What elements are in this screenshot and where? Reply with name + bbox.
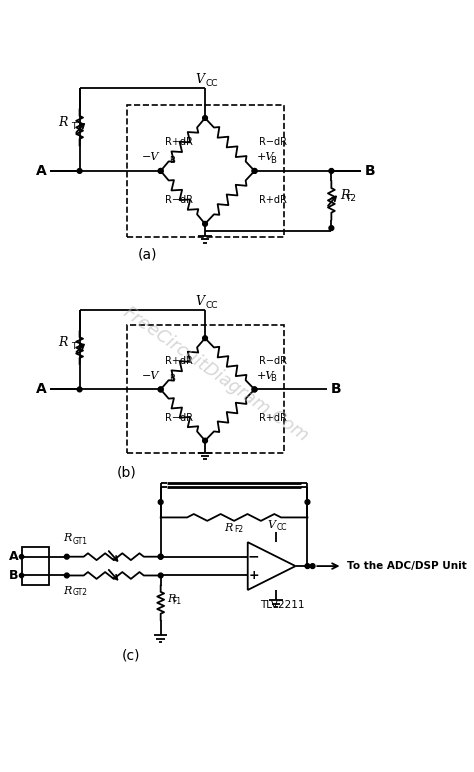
Text: B: B (330, 382, 341, 396)
Circle shape (252, 168, 257, 173)
Circle shape (158, 168, 163, 173)
Circle shape (158, 554, 163, 559)
Bar (127, 105, 284, 237)
Circle shape (203, 222, 208, 226)
Text: R: R (167, 594, 176, 604)
Text: −V: −V (142, 371, 159, 381)
Text: B: B (365, 164, 375, 178)
Text: B: B (270, 156, 276, 165)
Circle shape (305, 564, 310, 568)
Text: −: − (248, 550, 259, 564)
Text: +: + (248, 569, 259, 582)
Circle shape (64, 554, 69, 559)
Text: +V: +V (257, 371, 274, 381)
Text: +V: +V (257, 152, 274, 162)
Text: R+dR: R+dR (259, 195, 287, 205)
Circle shape (77, 168, 82, 173)
Circle shape (158, 168, 163, 173)
Text: GT2: GT2 (73, 588, 88, 598)
Circle shape (252, 168, 257, 173)
Text: (c): (c) (121, 649, 140, 663)
Circle shape (203, 438, 208, 443)
Circle shape (77, 387, 82, 392)
Text: R: R (224, 523, 232, 533)
Text: V: V (267, 520, 275, 530)
Text: F1: F1 (173, 598, 182, 607)
Text: CC: CC (206, 301, 219, 310)
Text: R: R (58, 117, 68, 129)
Text: F2: F2 (234, 525, 243, 534)
Circle shape (252, 387, 257, 392)
Text: T2: T2 (345, 195, 356, 203)
Text: To the ADC/DSP Unit: To the ADC/DSP Unit (346, 561, 466, 571)
Circle shape (203, 336, 208, 340)
Text: R−dR: R−dR (259, 356, 287, 366)
Bar (127, 326, 284, 453)
Circle shape (329, 168, 334, 173)
Circle shape (158, 387, 163, 392)
Text: T1: T1 (71, 342, 82, 350)
Text: TLV2211: TLV2211 (260, 600, 304, 610)
Text: V: V (195, 73, 204, 86)
Text: FreeCircuitDiagram.Com: FreeCircuitDiagram.Com (120, 303, 312, 445)
Text: R+dR: R+dR (165, 137, 193, 147)
Circle shape (310, 564, 315, 568)
Text: B: B (169, 156, 175, 165)
Circle shape (64, 573, 69, 578)
Circle shape (305, 499, 310, 504)
Circle shape (203, 116, 208, 120)
Text: R+dR: R+dR (165, 356, 193, 366)
Circle shape (158, 499, 163, 504)
Text: R: R (63, 586, 71, 596)
Text: B: B (270, 374, 276, 384)
Text: (a): (a) (138, 248, 158, 262)
Circle shape (158, 387, 163, 392)
Text: R−dR: R−dR (165, 412, 193, 422)
Text: CC: CC (277, 523, 287, 532)
Text: B: B (169, 374, 175, 384)
Text: R: R (63, 533, 71, 543)
Text: −V: −V (142, 152, 159, 162)
Text: A: A (36, 164, 46, 178)
Text: B: B (9, 569, 18, 582)
Text: R−dR: R−dR (165, 195, 193, 205)
Text: R: R (58, 337, 68, 350)
Text: T1: T1 (71, 122, 82, 130)
Circle shape (158, 573, 163, 578)
Text: (b): (b) (117, 466, 137, 479)
Text: R+dR: R+dR (259, 412, 287, 422)
Text: A: A (36, 382, 46, 396)
Circle shape (19, 554, 24, 559)
Text: R−dR: R−dR (259, 137, 287, 147)
Circle shape (252, 387, 257, 392)
Circle shape (158, 554, 163, 559)
Bar (21, 547, 49, 585)
Text: A: A (9, 550, 18, 564)
Circle shape (329, 225, 334, 231)
Text: V: V (195, 296, 204, 308)
Text: GT1: GT1 (73, 537, 88, 546)
Circle shape (19, 574, 24, 577)
Text: R: R (340, 188, 349, 201)
Text: CC: CC (206, 80, 219, 88)
